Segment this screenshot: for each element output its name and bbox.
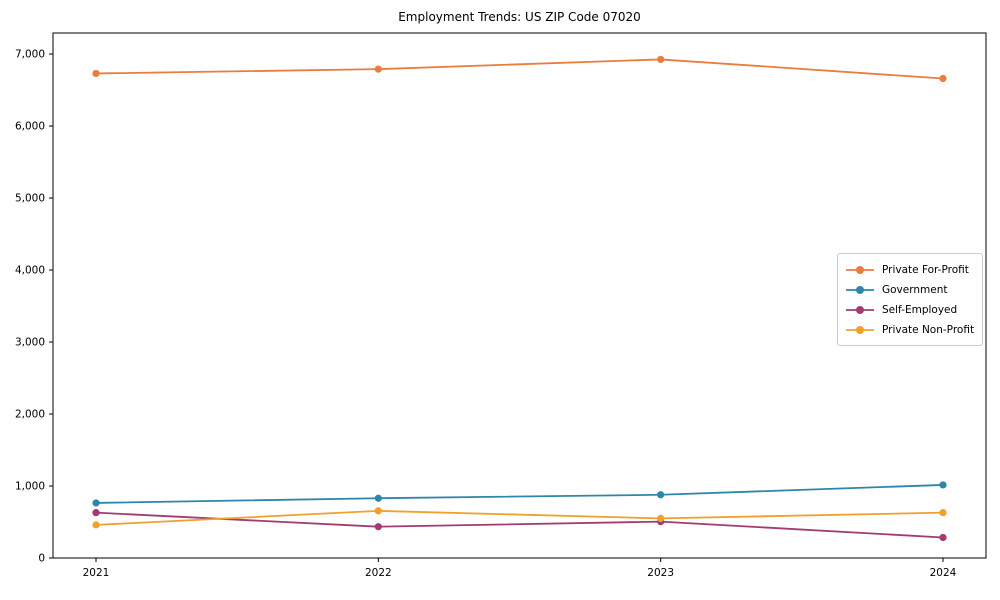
data-point-government-2022 — [374, 494, 382, 502]
legend-item-self-employed: Self-Employed — [845, 300, 974, 319]
legend-swatch-self-employed — [846, 305, 874, 314]
legend-marker-icon — [856, 285, 864, 294]
data-point-private-non-profit-2021 — [92, 521, 100, 529]
legend-item-label: Self-Employed — [882, 303, 958, 316]
legend-item-private-non-profit: Private Non-Profit — [845, 320, 974, 339]
y-axis-tick-label: 5,000 — [15, 193, 45, 205]
legend-swatch-government — [846, 285, 874, 294]
legend-item-label: Private Non-Profit — [882, 323, 975, 336]
legend-item-label: Government — [882, 283, 948, 296]
y-axis-tick-label: 4,000 — [15, 265, 45, 277]
data-point-self-employed-2022 — [374, 523, 382, 531]
x-axis-tick-label: 2022 — [365, 567, 392, 579]
data-point-government-2024 — [939, 481, 947, 489]
plot-frame — [52, 32, 987, 559]
x-axis-tick-label: 2021 — [83, 567, 110, 579]
data-point-government-2023 — [657, 491, 665, 499]
x-axis-tick-label: 2023 — [647, 567, 674, 579]
data-point-self-employed-2021 — [92, 509, 100, 517]
legend-marker-icon — [856, 325, 864, 334]
data-point-private-for-profit-2023 — [657, 55, 665, 64]
legend-item-government: Government — [845, 280, 974, 299]
legend-marker-icon — [856, 305, 864, 314]
data-point-government-2021 — [92, 499, 100, 507]
y-axis-tick-label: 1,000 — [15, 481, 45, 493]
chart-title: Employment Trends: US ZIP Code 07020 — [398, 10, 641, 24]
data-point-private-non-profit-2023 — [657, 514, 665, 523]
y-axis-tick-label: 0 — [38, 553, 45, 565]
data-point-private-for-profit-2022 — [374, 65, 382, 73]
y-axis-tick-label: 2,000 — [15, 409, 45, 421]
legend-marker-icon — [856, 265, 864, 274]
data-point-self-employed-2024 — [939, 533, 947, 542]
series-line-self-employed — [95, 511, 944, 539]
legend-swatch-private-for-profit — [846, 265, 874, 274]
y-axis-tick-label: 3,000 — [15, 337, 45, 349]
y-axis-tick-label: 6,000 — [15, 121, 45, 133]
series-line-private-non-profit — [95, 509, 944, 526]
y-axis-tick-label: 7,000 — [15, 49, 45, 61]
data-point-private-for-profit-2021 — [92, 69, 100, 78]
x-axis-tick-label: 2024 — [930, 567, 957, 579]
series-line-private-for-profit — [95, 58, 944, 80]
legend-item-private-for-profit: Private For-Profit — [845, 260, 974, 279]
data-point-private-non-profit-2024 — [939, 509, 947, 517]
legend: Private For-Profit Government Self-Employe… — [837, 253, 983, 346]
legend-swatch-private-non-profit — [846, 325, 874, 334]
series-line-government — [95, 484, 944, 504]
legend-item-label: Private For-Profit — [882, 263, 969, 276]
data-point-private-non-profit-2022 — [374, 507, 382, 515]
data-point-private-for-profit-2024 — [939, 74, 947, 83]
